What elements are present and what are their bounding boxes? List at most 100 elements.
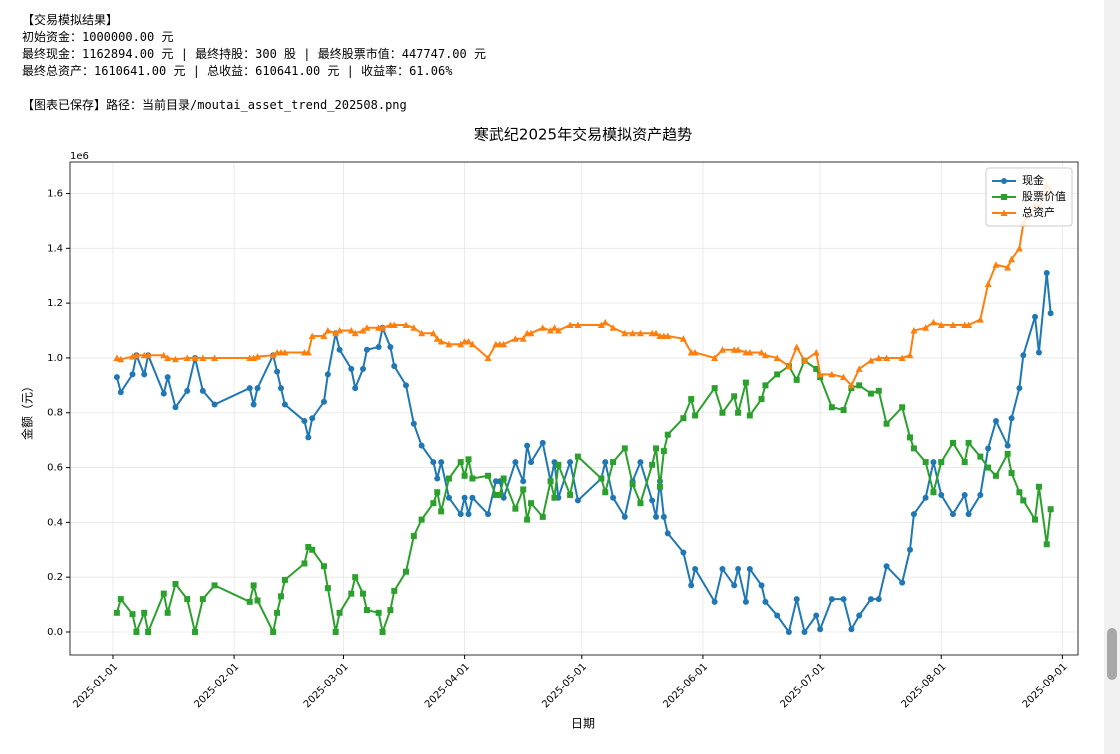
marker xyxy=(692,565,699,572)
marker xyxy=(660,513,667,520)
marker xyxy=(1043,541,1050,548)
marker xyxy=(785,628,792,635)
marker xyxy=(598,475,605,482)
marker xyxy=(840,407,847,414)
marker xyxy=(554,327,562,334)
marker xyxy=(171,355,179,363)
marker xyxy=(469,475,476,482)
marker xyxy=(637,459,644,466)
y-tick-label: 1.0 xyxy=(47,353,63,364)
marker xyxy=(1032,516,1039,523)
marker xyxy=(113,354,121,361)
marker xyxy=(281,401,288,408)
marker xyxy=(324,327,332,334)
save-note: 【图表已保存】路径：当前目录/moutai_asset_trend_202508… xyxy=(22,98,407,112)
marker xyxy=(985,464,992,471)
marker xyxy=(929,318,937,326)
marker xyxy=(468,340,476,348)
marker xyxy=(649,461,656,468)
y-tick-label: 1.6 xyxy=(47,189,63,200)
marker xyxy=(528,500,535,507)
marker xyxy=(309,415,316,422)
marker xyxy=(637,500,644,507)
marker xyxy=(141,609,148,616)
marker xyxy=(336,346,343,353)
marker xyxy=(816,370,824,378)
marker xyxy=(949,439,956,446)
marker xyxy=(304,348,312,356)
marker xyxy=(387,343,394,350)
x-tick-label: 2025-07-01 xyxy=(779,661,828,710)
marker xyxy=(1035,349,1042,356)
marker xyxy=(457,340,465,348)
marker xyxy=(324,585,331,592)
marker xyxy=(351,329,359,337)
marker xyxy=(867,596,874,603)
scroll-thumb[interactable] xyxy=(1107,628,1117,680)
marker xyxy=(550,324,558,331)
x-tick-label: 2025-01-01 xyxy=(71,661,120,710)
marker xyxy=(883,420,890,427)
scrollbar[interactable] xyxy=(1104,0,1120,754)
x-tick-label: 2025-08-01 xyxy=(900,661,949,710)
marker xyxy=(305,544,312,551)
series-line xyxy=(115,272,1052,635)
legend-label: 总资产 xyxy=(1022,205,1055,219)
marker xyxy=(309,546,316,553)
marker xyxy=(418,516,425,523)
marker xyxy=(403,382,409,389)
marker xyxy=(785,362,793,370)
marker xyxy=(1008,415,1015,422)
marker xyxy=(711,385,718,392)
x-tick-label: 2025-09-01 xyxy=(1021,661,1070,710)
marker xyxy=(160,351,168,359)
marker xyxy=(117,389,124,396)
marker xyxy=(164,374,171,381)
marker xyxy=(512,459,519,466)
marker xyxy=(390,321,398,329)
marker xyxy=(985,445,992,452)
marker xyxy=(254,353,262,360)
marker xyxy=(898,354,906,361)
y-tick-label: 0.8 xyxy=(47,408,63,419)
marker xyxy=(922,494,929,501)
legend-label: 现金 xyxy=(1022,173,1044,187)
marker xyxy=(274,368,281,375)
marker xyxy=(301,417,308,424)
marker xyxy=(270,628,277,635)
marker xyxy=(211,354,219,361)
marker xyxy=(758,396,765,403)
marker xyxy=(848,626,855,633)
marker xyxy=(602,459,609,466)
marker xyxy=(547,478,554,485)
marker xyxy=(1004,442,1011,449)
marker xyxy=(379,324,387,331)
marker xyxy=(379,628,386,635)
marker xyxy=(574,321,582,329)
marker xyxy=(336,327,344,334)
marker xyxy=(813,365,820,372)
marker xyxy=(199,596,206,603)
marker xyxy=(438,459,445,466)
marker xyxy=(434,475,441,482)
marker xyxy=(746,565,753,572)
marker xyxy=(937,321,945,329)
marker xyxy=(680,549,687,556)
marker xyxy=(191,354,199,361)
marker xyxy=(719,565,726,572)
marker xyxy=(719,409,726,416)
marker xyxy=(457,459,464,466)
marker xyxy=(910,327,918,334)
legend-marker xyxy=(1001,194,1007,200)
marker xyxy=(281,348,289,356)
marker xyxy=(164,354,172,361)
marker xyxy=(856,612,863,619)
marker xyxy=(652,329,660,337)
marker xyxy=(601,318,609,326)
marker xyxy=(847,381,855,389)
marker xyxy=(387,607,394,614)
marker xyxy=(961,491,968,498)
legend-marker xyxy=(1000,209,1008,216)
marker xyxy=(883,563,890,570)
